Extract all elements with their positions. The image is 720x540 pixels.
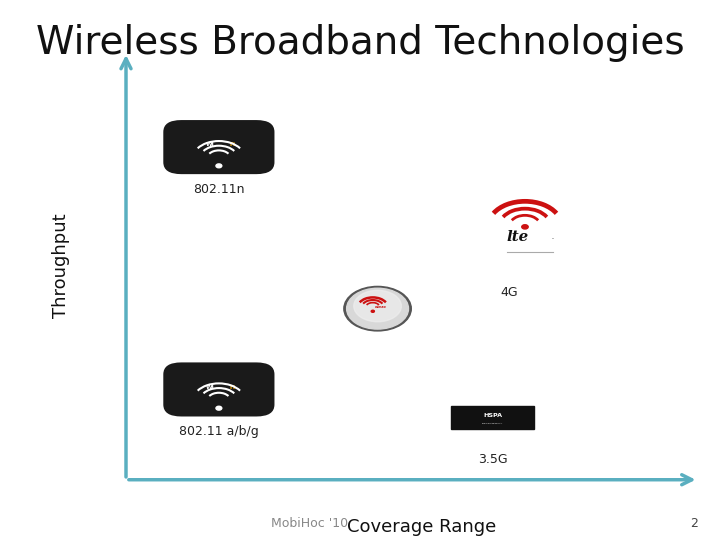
Circle shape (204, 372, 234, 391)
Text: HSPA: HSPA (483, 413, 502, 418)
Text: 2: 2 (690, 517, 698, 530)
Text: wimax: wimax (375, 305, 387, 309)
Text: Wireless Broadband Technologies: Wireless Broadband Technologies (36, 24, 684, 62)
Text: Wi: Wi (205, 143, 214, 147)
Circle shape (522, 225, 528, 229)
Text: 3.5G: 3.5G (477, 454, 508, 467)
Circle shape (354, 291, 401, 322)
Circle shape (203, 147, 235, 168)
Text: 802.11n: 802.11n (193, 183, 245, 195)
Circle shape (182, 389, 214, 410)
Text: Throughput: Throughput (53, 214, 71, 318)
Text: Coverage Range: Coverage Range (346, 518, 496, 536)
Text: MOBILE BROADBAND TODAY: MOBILE BROADBAND TODAY (482, 423, 503, 424)
Text: 4G: 4G (500, 286, 518, 299)
Circle shape (346, 288, 408, 329)
Circle shape (221, 131, 246, 148)
Circle shape (192, 374, 217, 390)
Text: Wi: Wi (205, 384, 214, 390)
FancyBboxPatch shape (163, 362, 274, 416)
Text: Fi: Fi (229, 384, 235, 390)
Circle shape (182, 147, 214, 168)
Text: MobiHoc '10: MobiHoc '10 (271, 517, 348, 530)
Text: TM: TM (552, 238, 554, 239)
Circle shape (192, 131, 217, 148)
Circle shape (204, 130, 234, 150)
Circle shape (372, 310, 374, 312)
Circle shape (216, 406, 222, 410)
FancyBboxPatch shape (163, 120, 274, 174)
Circle shape (224, 389, 256, 410)
FancyBboxPatch shape (451, 406, 534, 429)
Circle shape (224, 147, 256, 168)
Text: 802.11 a/b/g: 802.11 a/b/g (179, 425, 258, 438)
Text: Fi: Fi (229, 143, 235, 147)
Circle shape (216, 164, 222, 168)
Circle shape (203, 389, 235, 410)
Circle shape (344, 286, 411, 331)
Circle shape (221, 374, 246, 390)
Text: lte: lte (507, 231, 528, 245)
